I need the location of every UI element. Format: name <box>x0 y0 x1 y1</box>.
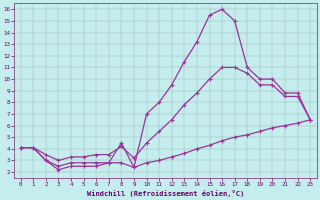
X-axis label: Windchill (Refroidissement éolien,°C): Windchill (Refroidissement éolien,°C) <box>87 190 244 197</box>
